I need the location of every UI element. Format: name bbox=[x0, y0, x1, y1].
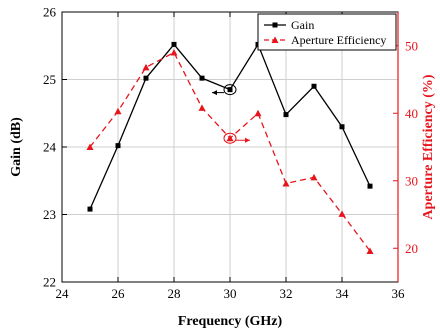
data-point bbox=[114, 107, 122, 115]
x-tick-label: 26 bbox=[112, 286, 126, 301]
y-right-tick-label: 40 bbox=[405, 106, 418, 121]
series-aperture-efficiency bbox=[86, 49, 374, 254]
data-point bbox=[282, 179, 290, 187]
data-point bbox=[170, 49, 178, 56]
legend-swatch-aperture-efficiency bbox=[264, 36, 286, 43]
data-point bbox=[227, 87, 233, 93]
data-point bbox=[199, 75, 205, 81]
x-axis-label: Frequency (GHz) bbox=[178, 314, 283, 329]
data-point bbox=[115, 143, 121, 149]
gain-annotation-circle bbox=[223, 84, 237, 96]
data-point bbox=[143, 75, 149, 81]
data-point bbox=[142, 63, 150, 71]
legend-entry-aperture-efficiency: Aperture Efficiency bbox=[291, 33, 386, 47]
legend-swatch-gain bbox=[264, 22, 286, 28]
data-point bbox=[366, 247, 374, 254]
y-left-tick-label: 22 bbox=[43, 275, 56, 290]
y-left-tick-label: 23 bbox=[43, 207, 56, 222]
data-point bbox=[87, 206, 93, 212]
efficiency-annotation-circle bbox=[223, 132, 237, 144]
data-point bbox=[339, 124, 345, 130]
data-point bbox=[254, 109, 262, 117]
y-left-tick-label: 26 bbox=[43, 5, 57, 20]
x-tick-label: 34 bbox=[336, 286, 350, 301]
x-tick-label: 36 bbox=[392, 286, 406, 301]
y-left-tick-label: 25 bbox=[43, 72, 56, 87]
efficiency-annotation-arrowhead bbox=[245, 137, 250, 143]
data-point bbox=[311, 83, 317, 89]
y-left-tick-label: 24 bbox=[43, 140, 57, 155]
series-gain bbox=[87, 41, 373, 212]
y-left-axis-label: Gain (dB) bbox=[9, 117, 24, 177]
data-point bbox=[226, 134, 234, 142]
x-tick-label: 32 bbox=[280, 286, 293, 301]
legend: Gain Aperture Efficiency bbox=[257, 13, 397, 51]
data-point bbox=[310, 173, 318, 181]
annotations bbox=[212, 84, 250, 144]
y-right-axis-label: Aperture Efficiency (%) bbox=[421, 74, 436, 219]
data-point bbox=[338, 210, 346, 217]
x-tick-label: 30 bbox=[224, 286, 237, 301]
x-tick-label: 24 bbox=[56, 286, 70, 301]
data-point bbox=[283, 112, 289, 118]
legend-swatch-marker bbox=[271, 36, 279, 43]
data-point bbox=[171, 41, 177, 47]
y-right-tick-label: 20 bbox=[405, 241, 418, 256]
series-layer bbox=[86, 41, 374, 254]
data-point bbox=[367, 183, 373, 189]
legend-entry-gain: Gain bbox=[291, 18, 314, 32]
legend-swatch-marker bbox=[272, 22, 278, 28]
x-tick-label: 28 bbox=[168, 286, 181, 301]
y-right-tick-label: 50 bbox=[405, 38, 418, 53]
gain-annotation-arrowhead bbox=[212, 90, 217, 96]
legend-box bbox=[257, 13, 397, 51]
data-point bbox=[198, 104, 206, 111]
y-right-tick-label: 30 bbox=[405, 173, 418, 188]
data-point bbox=[86, 143, 94, 150]
ticks: 24 26 28 30 32 34 36 22 23 24 25 26 20 30 40 50 bbox=[43, 5, 418, 302]
